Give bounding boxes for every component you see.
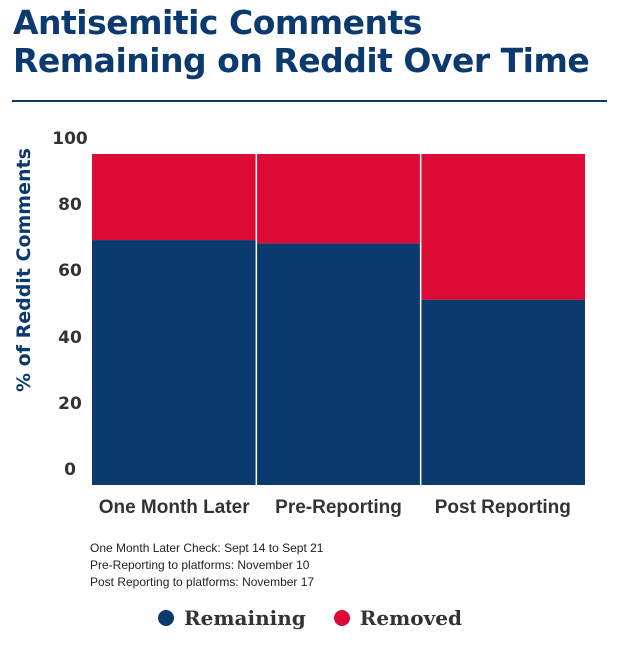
title-divider [12,100,607,102]
bar-removed-3 [420,154,585,300]
y-tick-label: 100 [52,129,88,149]
chart-title: Antisemitic Comments Remaining on Reddit… [13,3,590,80]
y-tick-label: 80 [58,195,82,215]
legend-label-remaining: Remaining [184,606,306,630]
legend-swatch-remaining [158,610,175,626]
note-pre-reporting: Pre-Reporting to platforms: November 10 [90,558,310,572]
legend-swatch-removed [333,610,350,626]
note-one-month: One Month Later Check: Sept 14 to Sept 2… [90,541,324,555]
legend-item-removed: Removed [333,606,462,630]
y-tick-label: 40 [58,328,82,348]
x-tick-label: Pre-Reporting [275,497,402,518]
y-tick-label: 0 [64,460,76,480]
bar-removed-2 [256,154,421,244]
bar-remaining-3 [420,299,585,485]
y-tick-label: 20 [58,394,82,414]
note-post-reporting: Post Reporting to platforms: November 17 [90,575,315,589]
x-tick-label: One Month Later [99,497,251,518]
legend-label-removed: Removed [359,606,462,630]
bar-chart: 0 20 40 60 80 100 One Month Later Pre-Reporting… [52,129,585,518]
legend-item-remaining: Remaining [158,606,306,630]
legend: Remaining Removed [0,606,620,630]
x-tick-label: Post Reporting [435,497,571,518]
bar-remaining-1 [92,240,257,485]
bar-removed-1 [92,154,257,241]
bar-remaining-2 [256,243,421,485]
y-tick-label: 60 [58,261,82,281]
date-notes: One Month Later Check: Sept 14 to Sept 2… [90,540,323,591]
